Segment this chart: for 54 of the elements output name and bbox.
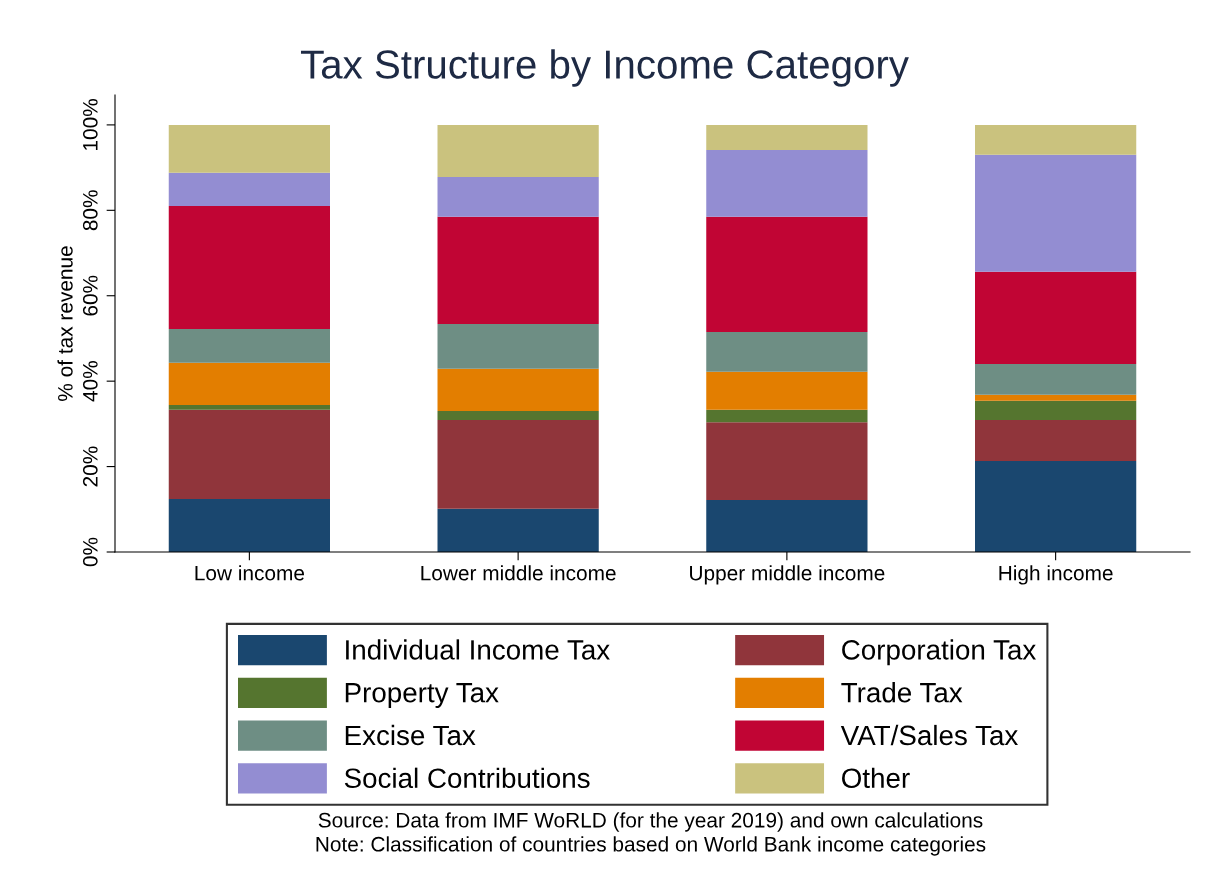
legend-label: Individual Income Tax: [346, 639, 610, 660]
bar: [975, 461, 1137, 552]
legend-label: Other: [842, 767, 910, 789]
bar: [975, 400, 1137, 421]
y-tick-label: 100%: [82, 99, 98, 150]
bar: [706, 150, 868, 217]
bar: [168, 172, 330, 207]
bar: [975, 364, 1137, 395]
bar: [437, 368, 599, 412]
bar: [975, 394, 1137, 401]
y-tick-label: 60%: [82, 275, 98, 316]
legend-label: Excise Tax: [345, 724, 476, 746]
bar: [437, 323, 599, 369]
bar: [706, 371, 868, 410]
legend-label: Property Tax: [345, 683, 499, 708]
bar: [437, 177, 599, 217]
source-note: Source: Data from IMF WoRLD (for the year 2019) and own calculations: [318, 812, 983, 832]
bar: [975, 420, 1137, 462]
legend-label: VAT/Sales Tax: [840, 724, 1018, 746]
bar: [706, 216, 868, 333]
y-tick-label: 80%: [82, 190, 98, 231]
bar: [168, 362, 330, 406]
bar: [975, 124, 1137, 155]
bar: [168, 409, 330, 500]
bar: [437, 508, 599, 552]
bar: [437, 420, 599, 509]
bar: [706, 332, 868, 372]
bar: [706, 124, 868, 151]
bar: [168, 124, 330, 173]
x-tick-label: Low income: [195, 565, 305, 581]
y-tick-label: 0%: [82, 537, 98, 567]
bar: [168, 206, 330, 330]
bar: [168, 405, 330, 410]
bar: [975, 154, 1137, 272]
bar: [437, 216, 599, 324]
bar: [975, 271, 1137, 365]
bar: [706, 409, 868, 423]
bar: [706, 499, 868, 552]
x-tick-label: Lower middle income: [421, 565, 616, 581]
legend-label: Trade Tax: [841, 682, 963, 703]
text: Note: Classification of countries based on World Bank income categories: [316, 836, 986, 856]
bar: [168, 499, 330, 552]
legend-label: Corporation Tax: [842, 639, 1036, 666]
legend-label: Social Contributions: [344, 767, 590, 789]
y-tick-label: 40%: [82, 361, 98, 402]
x-tick-label: High income: [999, 565, 1113, 585]
bar: [706, 422, 868, 500]
bar: [437, 124, 599, 177]
x-tick-label: Upper middle income: [690, 565, 885, 585]
y-axis-title: % of tax revenue: [57, 246, 73, 401]
bar: [168, 329, 330, 363]
bar: [437, 411, 599, 421]
y-tick-label: 20%: [82, 446, 98, 487]
chart-title: Tax Structure by Income Category: [300, 49, 909, 87]
